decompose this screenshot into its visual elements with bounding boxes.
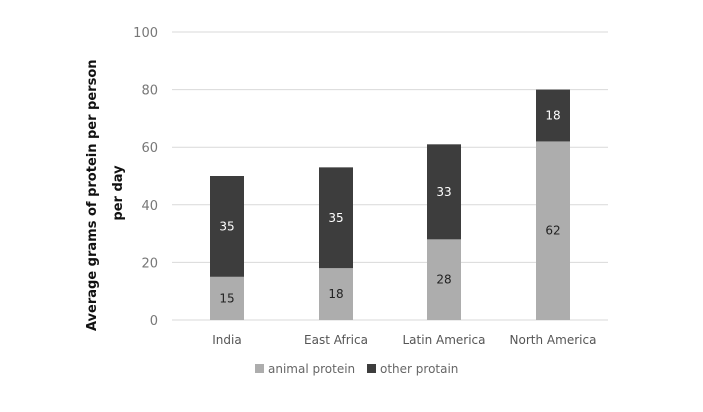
- y-axis-label: Average grams of protein per person per …: [85, 55, 126, 331]
- legend-label: other protain: [380, 362, 458, 376]
- bars: [210, 89, 570, 320]
- bar-segment-animal: [319, 268, 353, 320]
- y-tick-label: 20: [141, 256, 158, 271]
- x-category-label: North America: [510, 333, 597, 347]
- bar-segment-animal: [427, 239, 461, 320]
- data-labels: 15 35 18 35 28 33 62 18: [219, 109, 560, 306]
- data-label: 28: [436, 273, 451, 287]
- x-category-label: India: [212, 333, 241, 347]
- bar-segment-other: [536, 89, 570, 142]
- data-label: 62: [545, 224, 560, 238]
- x-category-label: Latin America: [403, 333, 486, 347]
- legend: animal protein other protain: [255, 362, 458, 376]
- bar-segment-other: [319, 167, 353, 269]
- y-axis-label-line-2: per day: [111, 165, 126, 221]
- data-label: 18: [328, 287, 343, 301]
- y-tick-label: 60: [141, 141, 158, 156]
- data-label: 35: [328, 211, 343, 225]
- gridlines: [172, 31, 608, 321]
- bar-segment-other: [210, 176, 244, 277]
- data-label: 18: [545, 109, 560, 123]
- bar-segment-animal: [536, 141, 570, 320]
- legend-swatch: [255, 364, 264, 373]
- legend-swatch: [367, 364, 376, 373]
- bar-segment-other: [427, 144, 461, 240]
- data-label: 35: [219, 219, 234, 233]
- y-axis-label-line-1: Average grams of protein per person: [85, 59, 100, 331]
- y-tick-label: 100: [133, 26, 158, 41]
- y-tick-label: 40: [141, 199, 158, 214]
- y-tick-label: 0: [150, 314, 158, 329]
- bar-segment-animal: [210, 276, 244, 320]
- x-axis-categories: India East Africa Latin America North Ameri…: [212, 333, 596, 347]
- data-label: 15: [219, 291, 234, 305]
- legend-label: animal protein: [268, 362, 355, 376]
- x-category-label: East Africa: [304, 333, 368, 347]
- y-axis-ticks: 0 20 40 60 80 100: [133, 26, 158, 329]
- y-tick-label: 80: [141, 84, 158, 99]
- data-label: 33: [436, 185, 451, 199]
